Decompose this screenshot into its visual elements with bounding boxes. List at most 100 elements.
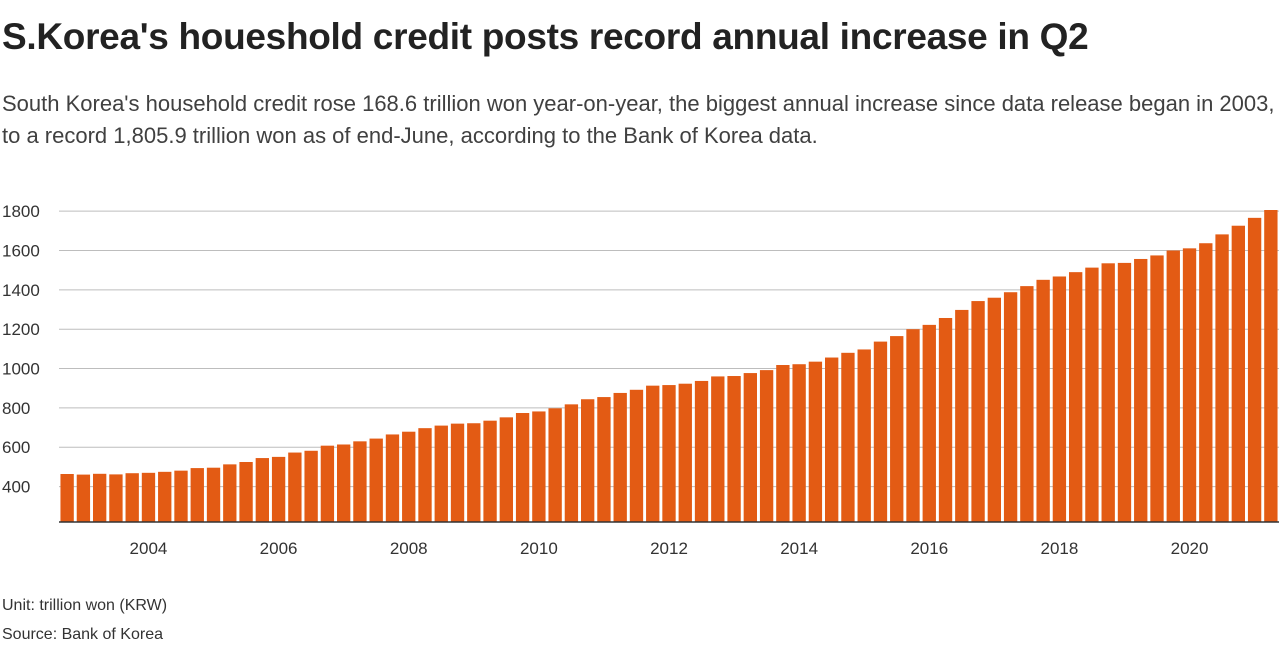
bar [955, 309, 969, 522]
bar [93, 473, 107, 522]
bar [597, 397, 611, 522]
bar [1052, 276, 1067, 522]
bar [174, 470, 188, 522]
bar [1134, 258, 1148, 522]
bar [711, 376, 725, 522]
bar [1182, 248, 1197, 522]
bar [873, 341, 888, 522]
bar [223, 464, 237, 522]
bar [1215, 234, 1229, 522]
bar [1085, 267, 1099, 522]
y-tick-label: 1200 [2, 320, 40, 339]
chart-title: S.Korea's houeshold credit posts record … [2, 16, 1089, 57]
x-tick-label: 2018 [1040, 539, 1078, 558]
bar [922, 324, 936, 522]
x-tick-label: 2006 [260, 539, 298, 558]
x-tick-label: 2010 [520, 539, 558, 558]
bar [125, 473, 139, 522]
bar [271, 456, 286, 522]
bar [76, 474, 91, 522]
y-tick-label: 600 [2, 438, 30, 457]
bar [841, 352, 855, 522]
x-tick-label: 2012 [650, 539, 688, 558]
x-tick-label: 2020 [1171, 539, 1209, 558]
bar [434, 425, 448, 522]
bar [1264, 210, 1278, 522]
bar [255, 458, 269, 522]
bar [629, 389, 644, 522]
bar [499, 417, 513, 522]
bar [727, 376, 741, 522]
bar [1020, 286, 1034, 522]
bar [971, 301, 985, 522]
bar [450, 423, 465, 522]
bar [792, 364, 806, 522]
bar [825, 357, 839, 522]
bar [1117, 262, 1132, 522]
x-tick-label: 2004 [130, 539, 168, 558]
bar [532, 411, 546, 522]
bar [288, 452, 302, 522]
bar [906, 329, 920, 522]
bar [857, 349, 871, 522]
bar [662, 385, 676, 522]
bar [369, 438, 383, 522]
y-tick-label: 400 [2, 478, 30, 497]
bar [190, 468, 204, 522]
bar [158, 471, 172, 522]
bar [890, 336, 904, 522]
bar [1199, 243, 1213, 523]
y-tick-label: 800 [2, 399, 30, 418]
bar [646, 385, 660, 522]
bar [581, 399, 595, 522]
bar [337, 444, 351, 522]
bar [60, 474, 74, 522]
bar [483, 420, 497, 522]
y-tick-label: 1400 [2, 281, 40, 300]
bar [743, 373, 757, 522]
bars [60, 210, 1278, 523]
x-tick-label: 2016 [910, 539, 948, 558]
x-tick-label: 2014 [780, 539, 818, 558]
bar [808, 361, 823, 522]
bar [385, 434, 400, 522]
bar [1101, 263, 1115, 522]
bar [109, 474, 123, 522]
y-tick-label: 1600 [2, 242, 40, 261]
source-note: Source: Bank of Korea [2, 626, 163, 643]
bar [613, 392, 627, 522]
bar [759, 370, 774, 522]
bar [206, 467, 221, 522]
bar [1166, 250, 1180, 522]
bar [304, 450, 318, 522]
bar [1069, 272, 1083, 522]
y-tick-label: 1000 [2, 360, 40, 379]
y-axis-tick-labels: 400 600 800 1000 1200 1400 1600 1800 [2, 202, 40, 496]
bar [1247, 217, 1262, 522]
bar [1231, 225, 1245, 522]
y-tick-label: 1800 [2, 202, 40, 221]
bar [141, 472, 156, 522]
bar [678, 383, 692, 522]
bar [564, 404, 579, 522]
bar [402, 431, 416, 522]
bar [353, 441, 367, 522]
bar [515, 413, 530, 522]
bar [776, 365, 790, 522]
chart-subtitle: South Korea's household credit rose 168.… [2, 91, 1275, 148]
bar [1036, 279, 1050, 522]
bar [1150, 255, 1164, 522]
bar [239, 462, 253, 522]
unit-note: Unit: trillion won (KRW) [2, 597, 168, 614]
bar [694, 380, 709, 522]
x-tick-label: 2008 [390, 539, 428, 558]
bar [938, 317, 953, 522]
bar [418, 428, 432, 522]
bar [1003, 292, 1018, 522]
bar [320, 445, 335, 522]
x-axis-tick-labels: 2004 2006 2008 2010 2012 2014 2016 2018 2020 [130, 539, 1209, 558]
bar [987, 297, 1001, 522]
bar [548, 408, 562, 522]
bar [467, 423, 481, 522]
